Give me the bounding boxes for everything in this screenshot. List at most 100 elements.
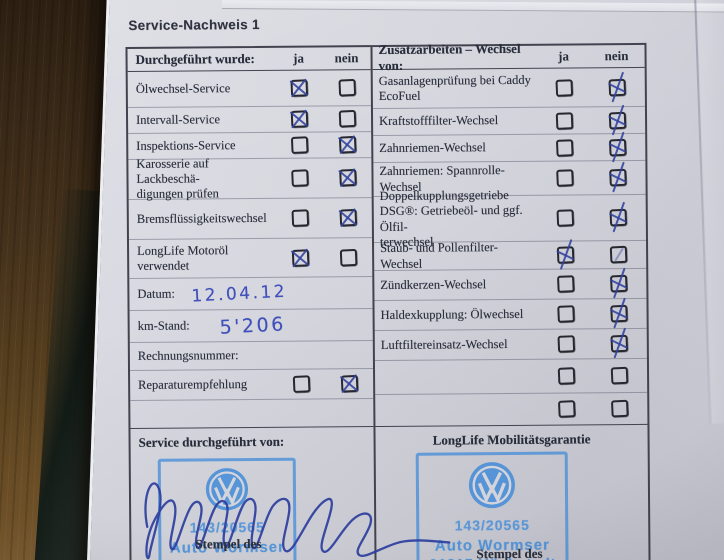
checkbox-icon xyxy=(556,275,575,293)
checkbox-icon xyxy=(555,209,574,227)
checkbox-nein xyxy=(590,208,646,227)
checkbox-icon xyxy=(609,245,627,264)
table-row: LongLife Motoröl verwendet xyxy=(128,238,373,279)
mobility-guarantee-header: LongLife Mobilitätsgarantie xyxy=(432,431,591,448)
checkbox-ja xyxy=(275,136,323,154)
checkbox-icon xyxy=(291,248,309,267)
nein-column-header: nein xyxy=(604,48,629,64)
checkbox-icon xyxy=(556,246,574,264)
checkbox-ja xyxy=(541,335,591,353)
row-label: Zündkerzen-Wechsel xyxy=(380,277,487,292)
checkbox-icon xyxy=(609,334,628,353)
row-label: Zahnriemen-Wechsel xyxy=(379,140,486,156)
checkbox-nein xyxy=(589,111,645,129)
checkbox-ja xyxy=(539,169,589,187)
table-row: Zahnriemen-Wechsel xyxy=(373,133,646,164)
table-row: Reparaturempfehlung xyxy=(130,369,374,401)
checkbox-nein xyxy=(591,334,647,353)
checkbox-icon xyxy=(290,136,309,154)
checkbox-icon xyxy=(290,110,308,128)
row-label: Inspektions-Service xyxy=(136,138,236,153)
checkbox-icon xyxy=(555,111,573,130)
checkbox-icon xyxy=(554,78,573,97)
checkbox-icon xyxy=(610,366,628,385)
table-row xyxy=(374,358,648,396)
row-label: Kraftstofffilter-Wechsel xyxy=(379,113,499,129)
checkbox-icon xyxy=(609,304,628,323)
row-label: LongLife Motoröl verwendet xyxy=(137,242,229,273)
vw-logo-icon xyxy=(205,468,249,511)
table-row: Luftfiltereinsatz-Wechsel xyxy=(374,328,647,362)
checkbox-icon xyxy=(338,109,356,128)
ja-column-header: ja xyxy=(293,50,305,66)
checkbox-icon xyxy=(289,79,308,97)
checkbox-nein xyxy=(591,399,647,418)
checkbox-icon xyxy=(557,400,576,418)
table-row: Kraftstofffilter-Wechsel xyxy=(372,106,646,137)
table-row: Staub- und Pollenfilter-Wechsel xyxy=(374,240,647,272)
row-label: Staub- und Pollenfilter-Wechsel xyxy=(380,240,498,271)
invoice-field-row: Rechnungsnummer: xyxy=(129,341,374,371)
table-row: Haldexkupplung: Ölwechsel xyxy=(374,298,647,332)
checkbox-ja xyxy=(275,79,323,97)
checkbox-icon xyxy=(338,208,357,227)
left-table-header: Durchgeführt wurde: ja nein xyxy=(127,47,371,72)
checkbox-ja xyxy=(277,375,325,393)
checkbox-icon xyxy=(608,168,627,187)
checkbox-ja xyxy=(275,110,323,128)
empty-row xyxy=(130,399,374,429)
table-row: Doppelkupplungsgetriebe DSG®: Getriebeöl… xyxy=(373,188,647,249)
checkbox-ja xyxy=(541,367,591,385)
stamp-caption-print: Stempel des xyxy=(476,545,543,560)
checkbox-nein xyxy=(590,274,646,293)
row-label: Luftfiltereinsatz-Wechsel xyxy=(380,336,508,352)
checkbox-icon xyxy=(610,399,629,418)
checkbox-ja xyxy=(540,209,590,227)
left-header-label: Durchgeführt wurde: xyxy=(135,51,255,67)
checkbox-icon xyxy=(557,367,575,385)
checkbox-ja xyxy=(540,275,590,293)
right-table-header: Zusatzarbeiten – Wechsel von: ja nein xyxy=(372,41,645,73)
checkbox-icon xyxy=(338,135,357,154)
guarantee-stamp-area: 143/20565 Auto Wormser 91315 Höchstadt S… xyxy=(376,449,649,560)
checkbox-ja xyxy=(541,400,591,418)
row-label xyxy=(381,376,541,377)
km-field-row: km-Stand: 5'206 xyxy=(129,309,373,343)
checkbox-icon xyxy=(290,169,309,187)
date-handwritten-value: 12.04.12 xyxy=(190,281,288,307)
signature xyxy=(144,482,451,560)
table-row: Ölwechsel-Service xyxy=(127,70,371,108)
row-label: Intervall-Service xyxy=(135,112,221,127)
left-table: Durchgeführt wurde: ja nein Ölwechsel-Se… xyxy=(127,47,451,560)
row-label xyxy=(381,409,541,410)
row-label: Haldexkupplung: Ölwechsel xyxy=(380,306,524,322)
checkbox-icon xyxy=(338,168,357,187)
checkbox-icon xyxy=(556,305,575,323)
table-row: Bremsflüssigkeitswechsel xyxy=(128,198,372,240)
checkbox-nein xyxy=(323,109,371,128)
km-handwritten-value: 5'206 xyxy=(219,312,287,339)
checkbox-nein xyxy=(324,248,372,267)
row-label: Gasanlagenprüfung bei Caddy EcoFuel xyxy=(378,72,531,104)
table-row: Intervall-Service xyxy=(127,106,372,134)
right-table: Zusatzarbeiten – Wechsel von: ja nein Ga… xyxy=(372,41,649,560)
stamp-caption-print: Stempel des xyxy=(195,535,262,552)
table-row xyxy=(375,392,648,428)
checkbox-icon xyxy=(340,374,358,393)
checkbox-icon xyxy=(607,78,626,96)
checkbox-icon xyxy=(556,335,575,353)
checkbox-nein xyxy=(589,138,645,156)
table-row: Zündkerzen-Wechsel xyxy=(374,268,647,302)
row-label: Ölwechsel-Service xyxy=(135,81,231,96)
checkbox-nein xyxy=(323,78,371,97)
checkbox-ja xyxy=(539,138,589,157)
nein-column-header: nein xyxy=(334,50,359,66)
checkbox-icon xyxy=(608,111,626,129)
checkbox-ja xyxy=(276,248,324,267)
checkbox-nein xyxy=(323,135,371,154)
dealer-stamp: 143/20565 Auto Wormser 91315 Höchstadt xyxy=(157,457,297,560)
table-row: Karosserie auf Lackbeschä- digungen prüf… xyxy=(128,156,372,201)
checkbox-icon xyxy=(609,274,628,293)
checkbox-icon xyxy=(608,208,627,227)
